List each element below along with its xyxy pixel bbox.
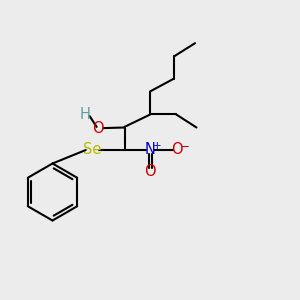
Text: Se: Se — [83, 142, 102, 158]
Text: H: H — [80, 107, 91, 122]
Text: −: − — [180, 140, 190, 153]
Text: N: N — [145, 142, 155, 158]
Text: O: O — [171, 142, 183, 158]
Text: O: O — [144, 164, 156, 179]
Text: O: O — [92, 121, 104, 136]
Text: +: + — [153, 141, 161, 151]
